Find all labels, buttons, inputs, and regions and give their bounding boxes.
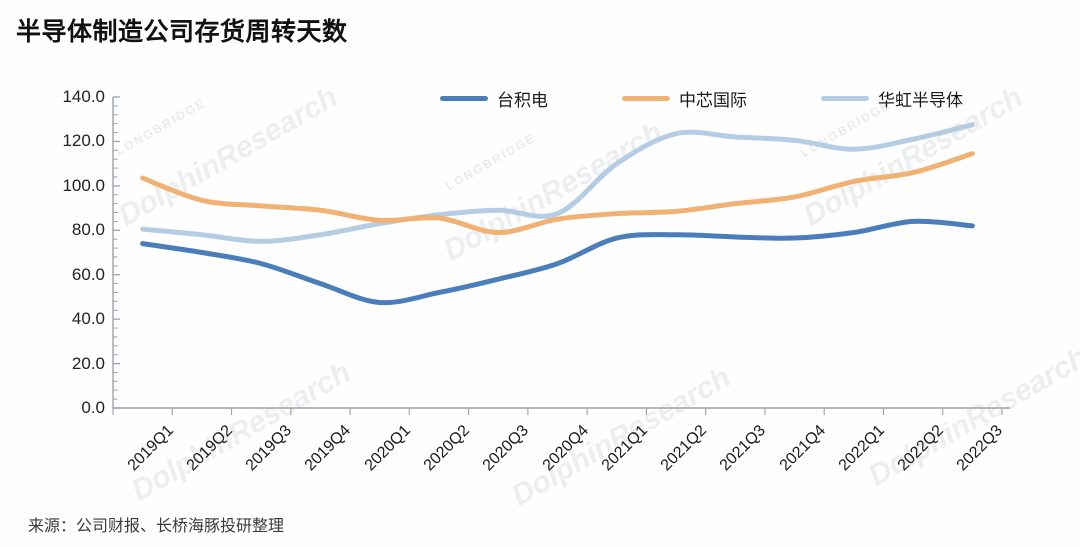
x-axis-tick-label: 2020Q3 bbox=[479, 422, 533, 475]
legend-swatch-icon bbox=[622, 96, 670, 101]
legend-swatch-icon bbox=[821, 96, 869, 101]
y-axis-tick-label: 80.0 bbox=[71, 220, 105, 240]
y-axis-tick-label: 140.0 bbox=[62, 87, 105, 106]
series-line bbox=[140, 151, 975, 236]
y-axis-tick-label: 100.0 bbox=[62, 175, 105, 195]
legend-item-tsmc[interactable]: 台积电 bbox=[440, 86, 548, 111]
series-line bbox=[140, 122, 975, 244]
series-line bbox=[140, 218, 975, 306]
x-axis-tick-label: 2020Q4 bbox=[539, 422, 592, 475]
series-group bbox=[140, 122, 975, 306]
x-axis-tick-label: 2022Q1 bbox=[835, 422, 888, 475]
x-axis-tick-label: 2022Q2 bbox=[894, 422, 948, 475]
y-axis-tick-label: 60.0 bbox=[71, 264, 105, 284]
x-axis-tick-label: 2019Q3 bbox=[242, 422, 296, 475]
x-axis-tick-label: 2019Q4 bbox=[302, 422, 355, 475]
y-axis-tick-label: 120.0 bbox=[62, 131, 105, 151]
source-note: 来源：公司财报、长桥海豚投研整理 bbox=[28, 518, 285, 535]
x-axis-tick-label: 2019Q1 bbox=[124, 422, 177, 475]
y-axis-tick-label: 40.0 bbox=[71, 309, 105, 329]
x-axis-tick-label: 2021Q4 bbox=[776, 422, 829, 475]
x-axis-tick-label: 2021Q1 bbox=[598, 422, 651, 475]
legend-label: 中芯国际 bbox=[679, 91, 747, 110]
y-axis-tick-label: 20.0 bbox=[71, 353, 105, 373]
chart-legend: 台积电 中芯国际 华虹半导体 bbox=[440, 86, 963, 111]
axis-group bbox=[112, 96, 1010, 415]
legend-label: 台积电 bbox=[497, 91, 548, 110]
x-axis-tick-label: 2021Q2 bbox=[657, 422, 710, 475]
x-axis-tick-label: 2021Q3 bbox=[716, 422, 770, 475]
legend-item-huahong[interactable]: 华虹半导体 bbox=[821, 86, 963, 111]
page-title: 半导体制造公司存货周转天数 bbox=[16, 18, 348, 46]
legend-item-smic[interactable]: 中芯国际 bbox=[622, 86, 747, 111]
x-axis-tick-label: 2020Q2 bbox=[420, 422, 473, 475]
legend-swatch-icon bbox=[440, 96, 488, 101]
legend-label: 华虹半导体 bbox=[878, 91, 963, 110]
x-axis-tick-label: 2022Q3 bbox=[954, 422, 1007, 475]
y-axis-tick-label: 0.0 bbox=[81, 398, 105, 417]
x-axis-tick-label: 2019Q2 bbox=[183, 422, 236, 475]
x-axis-tick-label: 2020Q1 bbox=[361, 422, 414, 475]
y-axis-tick-labels: 140.0 120.0 100.0 80.0 60.0 40.0 20.0 0.0 bbox=[0, 0, 105, 547]
